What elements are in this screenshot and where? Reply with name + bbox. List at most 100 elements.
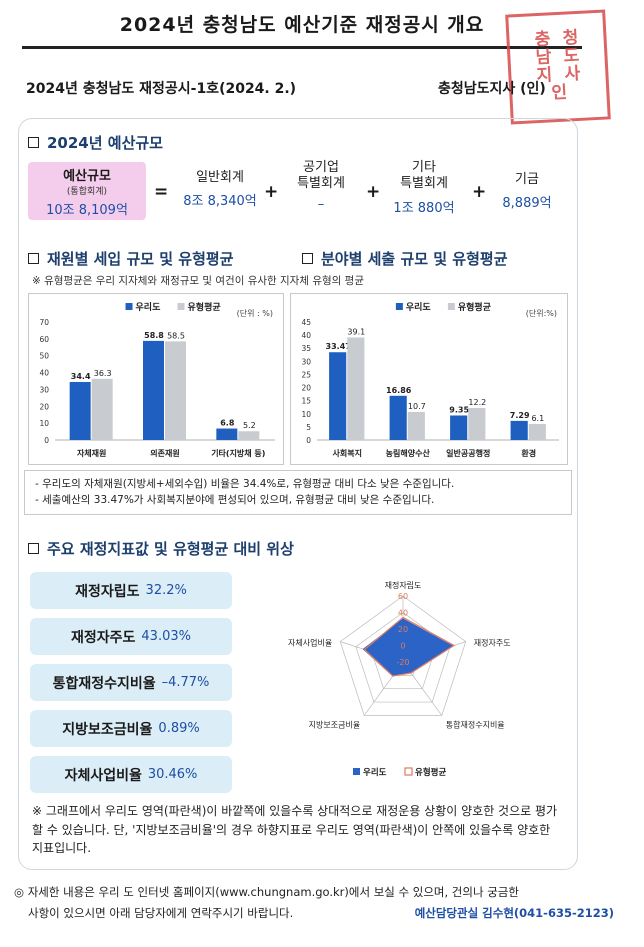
y-tick-label: 30 bbox=[301, 357, 311, 366]
checkbox-square-icon bbox=[28, 543, 39, 554]
bar-value-label: 12.2 bbox=[468, 398, 486, 407]
y-tick-label: 10 bbox=[39, 419, 49, 428]
y-tick-label: 60 bbox=[39, 335, 49, 344]
legend-swatch bbox=[125, 303, 133, 310]
expense-section-label: 분야별 세출 규모 및 유형평균 bbox=[321, 250, 508, 268]
contact-line: ◎ 자세한 내용은 우리 도 인터넷 홈페이지(www.chungnam.go.… bbox=[14, 885, 519, 899]
bar-value-label: 5.2 bbox=[243, 421, 256, 430]
radar-tick-label: 60 bbox=[398, 592, 408, 601]
bar bbox=[165, 341, 186, 440]
budget-item-public-enterprise: 공기업 특별회계 – bbox=[278, 160, 364, 212]
contact-person: 예산담당관실 김수현(041-635-2123) bbox=[414, 905, 614, 920]
bar bbox=[238, 431, 260, 440]
bar-value-label: 58.8 bbox=[144, 331, 164, 340]
y-tick-label: 30 bbox=[39, 385, 49, 394]
title-divider bbox=[22, 46, 582, 49]
bar-value-label: 33.47 bbox=[326, 342, 351, 351]
legend-swatch bbox=[404, 767, 413, 776]
radar-tick-label: 40 bbox=[398, 609, 408, 618]
y-tick-label: 5 bbox=[306, 423, 311, 432]
legend-label: 유형평균 bbox=[415, 767, 446, 778]
y-tick-label: 45 bbox=[301, 318, 311, 327]
legend-label: 우리도 bbox=[406, 301, 432, 313]
expense-section-title: 분야별 세출 규모 및 유형평균 bbox=[302, 248, 508, 269]
category-label: 일반공공행정 bbox=[446, 448, 490, 458]
checkbox-square-icon bbox=[28, 253, 39, 264]
indicator-value: 32.2% bbox=[145, 583, 187, 598]
legend-label: 우리도 bbox=[363, 767, 387, 778]
chart-legend: 우리도 유형평균 bbox=[395, 301, 492, 313]
page-title: 2024년 충청남도 예산기준 재정공시 개요 bbox=[119, 14, 485, 36]
budget-item-label: 공기업 bbox=[303, 160, 339, 175]
radar-tick-label: 20 bbox=[398, 625, 408, 634]
bar-value-label: 7.29 bbox=[510, 411, 530, 420]
bar bbox=[347, 337, 365, 440]
category-label: 농림해양수산 bbox=[386, 448, 431, 458]
legend-swatch bbox=[177, 303, 185, 310]
bar bbox=[510, 420, 528, 440]
budget-item-other-special: 기타 특별회계 1조 880억 bbox=[380, 160, 468, 216]
indicators-section-label: 주요 재정지표값 및 유형평균 대비 위상 bbox=[47, 540, 294, 558]
budget-item-label2: 특별회계 bbox=[297, 176, 345, 192]
category-label: 환경 bbox=[521, 448, 536, 458]
chart-legend: 우리도 유형평균 bbox=[125, 301, 221, 313]
plus-sign: + bbox=[472, 182, 487, 202]
indicator-value: 43.03% bbox=[141, 629, 191, 644]
budget-section-title: 2024년 예산규모 bbox=[28, 132, 163, 153]
bar-value-label: 6.1 bbox=[531, 414, 544, 423]
revenue-section-title: 재원별 세입 규모 및 유형평균 bbox=[28, 248, 234, 269]
budget-item-label: 기타 bbox=[412, 160, 436, 175]
bar bbox=[69, 382, 91, 440]
revenue-chart: 우리도 유형평균 (단위 : %) 0 10 20 30 40 50 60 70 34.4 36.3 자체… bbox=[28, 293, 284, 465]
checkbox-square-icon bbox=[302, 253, 313, 264]
indicator-label: 통합재정수지비율 bbox=[52, 675, 156, 692]
budget-section-label: 2024년 예산규모 bbox=[47, 134, 163, 152]
budget-total-box: 예산규모 (통합회계) 10조 8,109억 bbox=[28, 162, 146, 220]
radar-tick-label: 0 bbox=[400, 642, 405, 651]
radar-footnote: ※ 그래프에서 우리도 영역(파란색)이 바깥쪽에 있을수록 상대적으로 재정운… bbox=[32, 804, 558, 856]
legend-swatch bbox=[447, 303, 455, 310]
radar-axis-label: 재정자립도 bbox=[385, 580, 422, 590]
commentary-line: - 세출예산의 33.47%가 사회복지분야에 편성되어 있으며, 유형평균 대… bbox=[35, 494, 435, 507]
plus-sign: + bbox=[264, 182, 279, 202]
budget-item-label: 일반회계 bbox=[196, 170, 244, 185]
budget-item-general: 일반회계 8조 8,340억 bbox=[172, 170, 268, 209]
contact-row: 사항이 있으시면 아래 담당자에게 연락주시기 바랍니다. 예산담당관실 김수현… bbox=[14, 903, 614, 924]
y-tick-label: 40 bbox=[39, 369, 49, 378]
bar-value-label: 58.5 bbox=[167, 331, 185, 340]
legend-swatch bbox=[353, 768, 360, 775]
indicators-section-title: 주요 재정지표값 및 유형평균 대비 위상 bbox=[28, 538, 294, 559]
indicator-subsidy-ratio: 지방보조금비율 0.89% bbox=[30, 710, 232, 747]
bar bbox=[143, 340, 164, 440]
radar-grid-ring bbox=[339, 595, 467, 716]
budget-total-value: 10조 8,109억 bbox=[46, 203, 128, 218]
plus-sign: + bbox=[366, 182, 381, 202]
y-tick-label: 40 bbox=[301, 331, 311, 340]
bar bbox=[216, 428, 238, 440]
bar-value-label: 9.35 bbox=[449, 405, 469, 414]
bar-value-label: 34.4 bbox=[71, 372, 91, 381]
budget-item-label2: 특별회계 bbox=[400, 176, 448, 192]
budget-item-value: 1조 880억 bbox=[393, 200, 455, 216]
bar bbox=[329, 352, 347, 440]
y-tick-label: 0 bbox=[44, 436, 49, 445]
budget-item-value: 8,889억 bbox=[502, 196, 552, 212]
indicator-label: 자체사업비율 bbox=[64, 767, 142, 784]
chart-commentary: - 우리도의 자체재원(지방세+세외수입) 비율은 34.4%로, 유형평균 대… bbox=[24, 470, 572, 515]
indicator-value: 0.89% bbox=[158, 721, 200, 736]
issue-label: 2024년 충청남도 재정공시-1호(2024. 2.) bbox=[26, 81, 297, 97]
unit-label: (단위:%) bbox=[526, 308, 557, 318]
issuer-label: 충청남도지사 (인) bbox=[438, 81, 546, 97]
bar-value-label: 16.86 bbox=[386, 386, 412, 395]
budget-item-label: 기금 bbox=[515, 172, 539, 187]
y-tick-label: 70 bbox=[39, 318, 49, 327]
radar-axis-label: 재정자주도 bbox=[474, 638, 511, 648]
radar-axis-label: 지방보조금비율 bbox=[309, 719, 361, 729]
legend-label: 유형평균 bbox=[458, 301, 492, 313]
y-tick-label: 0 bbox=[306, 436, 311, 445]
revenue-bar-chart: 우리도 유형평균 (단위 : %) 0 10 20 30 40 50 60 70 34.4 36.3 자체… bbox=[39, 301, 275, 458]
radar-series-avg bbox=[363, 616, 456, 677]
budget-item-value: – bbox=[317, 196, 325, 212]
